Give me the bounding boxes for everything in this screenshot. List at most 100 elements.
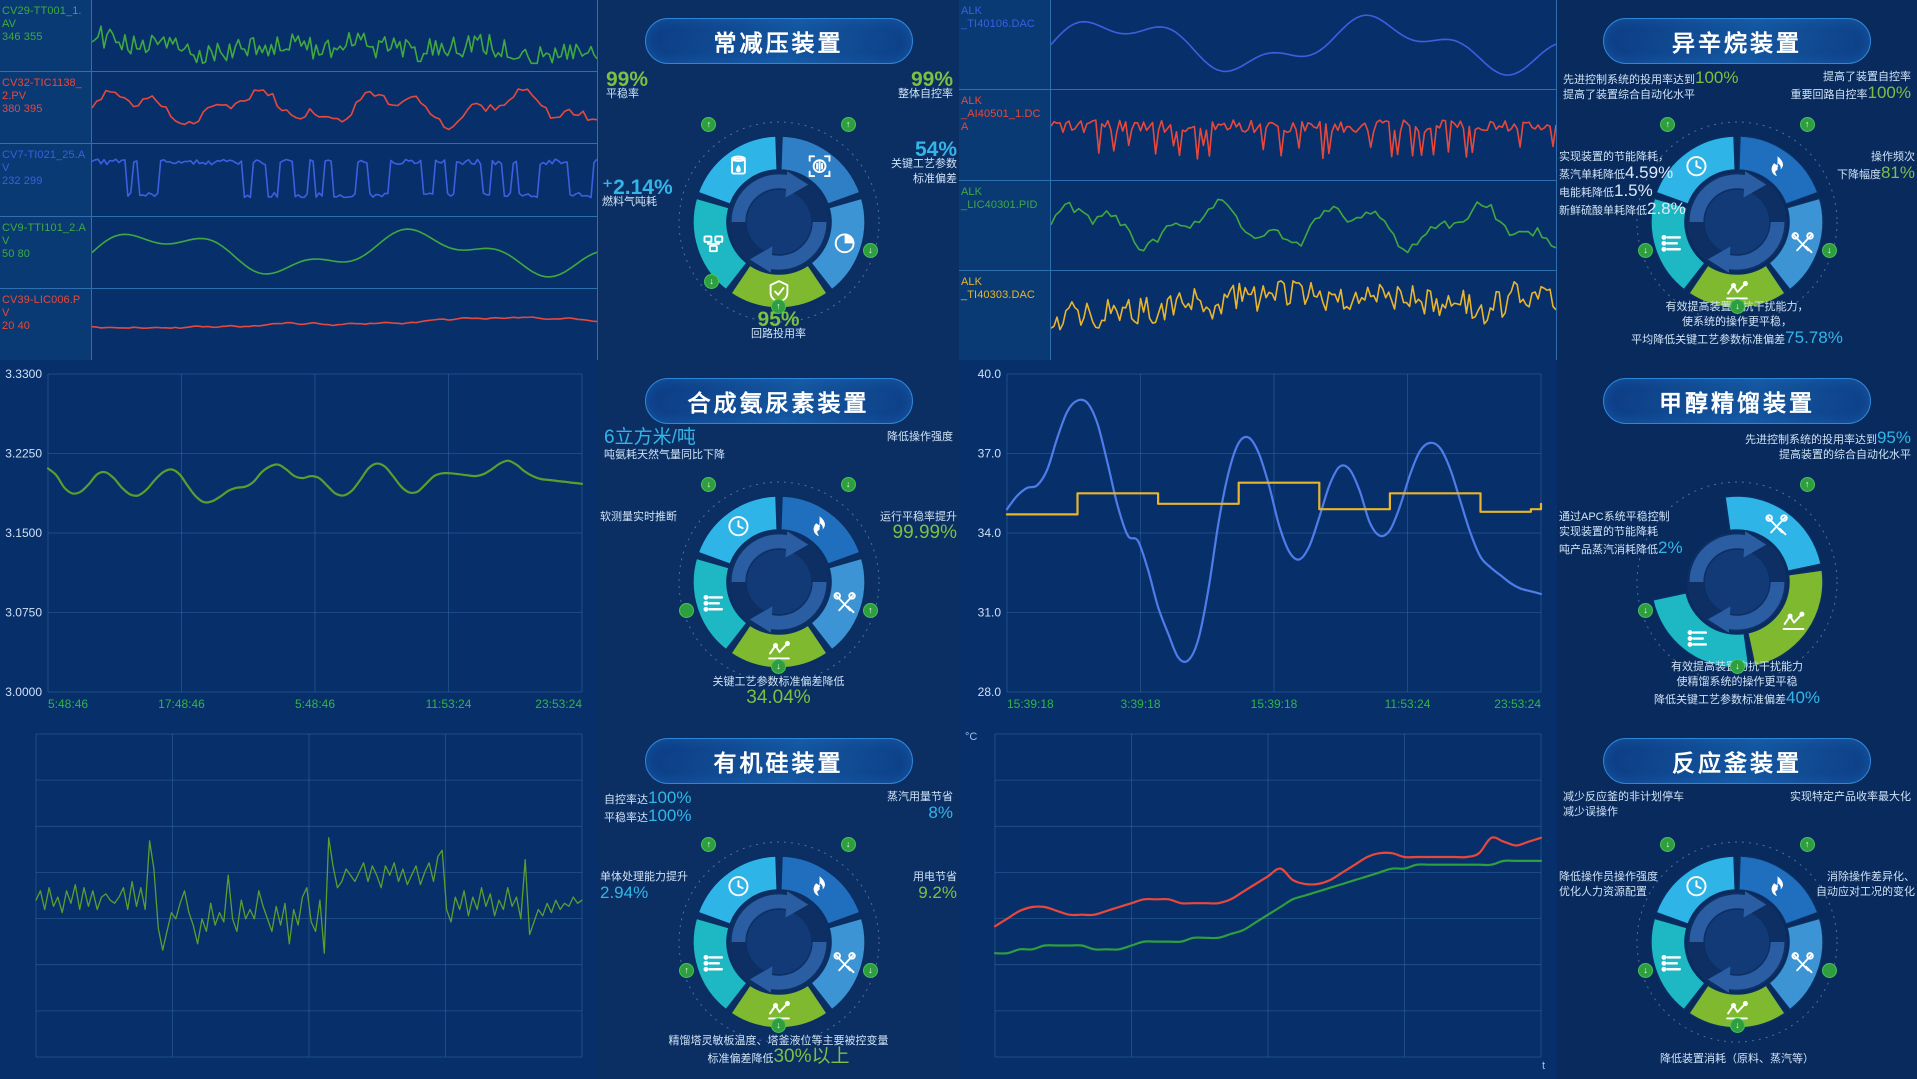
note-line: 实现装置的节能降耗: [1559, 526, 1658, 538]
chart-icon: [1726, 281, 1748, 300]
y-tick-label: 3.0750: [5, 606, 42, 620]
info-panel-jia-chun-jing-liu[interactable]: 甲醇精馏装置 先进控制系统的投用率达到95% 提高装置的综合自动化水平 ↑ 通过APC系…: [1557, 360, 1917, 720]
donut-chart[interactable]: [1619, 464, 1855, 700]
stat-block: 95% 回路投用率: [598, 309, 959, 342]
trend-row[interactable]: ALK _TI40303.DAC: [959, 270, 1556, 360]
note-block: 有效提高装置的抗干扰能力，使系统的操作更平稳，平均降低关键工艺参数标准偏差75.…: [1557, 300, 1917, 348]
note-line: 实现特定产品收率最大化: [1790, 791, 1911, 803]
chart-mid-mid[interactable]: 40.0 37.0 34.0 31.0 28.0 15:39:18 3:39:18 15:39…: [959, 360, 1557, 720]
panel-title[interactable]: 常减压装置: [644, 18, 913, 64]
donut-segment: [696, 854, 778, 925]
trend-sparkline[interactable]: [1051, 270, 1556, 360]
note-line: 使精馏系统的操作更平稳: [1676, 676, 1798, 688]
note-block: 自控率达100% 平稳率达100%: [604, 789, 691, 826]
trend-sparkline[interactable]: [92, 144, 597, 216]
trend-row[interactable]: ALK _TI40106.DAC: [959, 0, 1556, 91]
note-badge: ↓: [1660, 836, 1676, 852]
donut-chart[interactable]: [1619, 104, 1855, 340]
donut-chart[interactable]: [661, 824, 897, 1060]
refresh-arrow-head-2: [749, 606, 773, 633]
donut-segment: [809, 197, 866, 291]
note-block: 降低操作员操作强度 优化人力资源配置: [1559, 870, 1658, 900]
note-line: 吨氨耗天然气量同比下降: [604, 449, 725, 461]
note-block: 操作频次 下降幅度81%: [1837, 150, 1915, 183]
panel-title[interactable]: 异辛烷装置: [1603, 18, 1871, 64]
panel-title[interactable]: 甲醇精馏装置: [1603, 378, 1871, 424]
tank-icon: [730, 155, 746, 175]
chart-bot-left[interactable]: [0, 720, 598, 1079]
donut-chart[interactable]: [661, 104, 897, 340]
refresh-arrow-head-2: [1707, 246, 1731, 273]
trend-sparkline[interactable]: [92, 216, 597, 288]
trend-sparkline[interactable]: [1051, 180, 1556, 270]
donut-hub-inner: [746, 189, 811, 255]
note-badge: ↑: [1799, 477, 1815, 493]
stat-label: 回路投用率: [751, 328, 806, 340]
note-badge: ↓: [1730, 658, 1745, 674]
trend-row[interactable]: ALK _AI40501_1.DCA: [959, 90, 1556, 181]
trend-row[interactable]: CV32-TIC1138_2.PV 380 395: [0, 72, 597, 145]
stat-label: 平稳率: [606, 88, 639, 100]
trend-sparkline[interactable]: [1051, 90, 1556, 180]
donut-outer-dashed-ring: [1636, 481, 1838, 683]
note-line: 实现装置的节能降耗，: [1559, 151, 1669, 163]
trend-tag-name-2: _TI40106.DAC: [961, 18, 1035, 30]
note-block: 用电节省 9.2%: [913, 870, 957, 903]
alk-trend-list[interactable]: ALK _TI40106.DAC ALK _AI40501_1.DCA ALK _LIC4…: [959, 0, 1557, 360]
info-panel-he-cheng-an-niao-su[interactable]: 合成氨尿素装置 6立方米/吨 吨氨耗天然气量同比下降 ↓ 降低操作强度 ↓ 运行平稳率提升 9…: [598, 360, 959, 720]
panel-he-cheng-an: 合成氨尿素装置 6立方米/吨 吨氨耗天然气量同比下降 ↓ 降低操作强度 ↓ 运行平稳率提升 9…: [598, 360, 959, 720]
stat-badge: ↑: [701, 117, 717, 133]
trend-sparkline[interactable]: [92, 72, 597, 144]
note-highlight: 100%: [1695, 68, 1739, 87]
note-line: 提高了装置综合自动化水平: [1563, 89, 1695, 101]
donut-chart[interactable]: [661, 464, 897, 700]
panel-you-ji-gui: 有机硅装置 自控率达100% 平稳率达100% ↑ 蒸汽用量节省 8% ↓ 用电节省 9.2% ↓…: [598, 720, 959, 1079]
stat-badge: ↑: [840, 117, 856, 133]
note-line: 下降幅度81%: [1836, 163, 1915, 182]
note-highlight: 34.04%: [746, 687, 811, 708]
trend-sparkline[interactable]: [92, 0, 597, 72]
panel-title[interactable]: 有机硅装置: [644, 738, 913, 784]
panel-fan-ying-fu: 反应釜装置 减少反应釜的非计划停车 减少误操作 ↓ 实现特定产品收率最大化 ↑ 消除操作差异…: [1557, 720, 1917, 1079]
stat-label: 燃料气吨耗: [602, 196, 657, 208]
trend-sparkline[interactable]: [1051, 0, 1556, 90]
note-badge: ↓: [1638, 962, 1654, 978]
note-line: 先进控制系统的投用率达到100%: [1563, 68, 1739, 87]
note-line: 操作频次: [1871, 151, 1915, 163]
trend-row[interactable]: ALK _LIC40301.PID: [959, 180, 1556, 271]
panel-chang-jian-ya: 常减压装置 99% 平稳率 ↑ 99% 整体自控率 ↑ 54% 关键工艺参数 标准偏差 ↓ ⁺2.1…: [598, 0, 959, 360]
note-line: 吨产品蒸汽消耗降低2%: [1559, 538, 1683, 557]
trend-row[interactable]: CV39-LIC006.PV 20 40: [0, 288, 597, 360]
panel-title[interactable]: 反应釜装置: [1603, 738, 1871, 784]
trend-row[interactable]: CV7-TI021_25.AV 232 299: [0, 144, 597, 217]
trend-tag-name: CV9-TTI101_2.AV: [2, 221, 86, 247]
cv-trend-list[interactable]: CV29-TT001_1.AV 346 355 CV32-TIC1138_2.PV 3…: [0, 0, 598, 360]
chart-mid-left[interactable]: 3.3300 3.2250 3.1500 3.0750 3.0000 5:48:46 17:…: [0, 360, 598, 720]
note-line: 通过APC系统平稳控制: [1559, 511, 1670, 523]
donut-segment: [1687, 264, 1787, 309]
donut-chart[interactable]: [1619, 824, 1855, 1060]
stat-badge: ↓: [704, 274, 720, 290]
trend-tag-label: ALK _AI40501_1.DCA: [959, 90, 1051, 180]
trend-row[interactable]: CV29-TT001_1.AV 346 355: [0, 0, 597, 73]
trend-row[interactable]: CV9-TTI101_2.AV 50 80: [0, 216, 597, 289]
info-panel-yi-xin-wan[interactable]: 异辛烷装置 先进控制系统的投用率达到100% 提高了装置综合自动化水平 ↑ 提高了装置自…: [1557, 0, 1917, 360]
trend-tag-label: CV9-TTI101_2.AV 50 80: [0, 216, 92, 288]
info-panel-chang-jian-ya[interactable]: 常减压装置 99% 平稳率 ↑ 99% 整体自控率 ↑ 54% 关键工艺参数 标准偏差 ↓ ⁺2.1…: [598, 0, 959, 360]
donut-segment: [779, 495, 861, 566]
info-panel-you-ji-gui[interactable]: 有机硅装置 自控率达100% 平稳率达100% ↑ 蒸汽用量节省 8% ↓ 用电节省 9.2% ↓…: [598, 720, 959, 1079]
note-line: 自动应对工况的变化: [1816, 886, 1915, 898]
note-line: 运行平稳率提升: [880, 511, 957, 523]
trend-tag-label: CV29-TT001_1.AV 346 355: [0, 0, 92, 72]
trend-sparkline[interactable]: [92, 288, 597, 360]
panel-yi-xin-wan: 异辛烷装置 先进控制系统的投用率达到100% 提高了装置综合自动化水平 ↑ 提高了装置自…: [1557, 0, 1917, 360]
y-tick-label: 37.0: [978, 447, 1002, 461]
trend-tag-name-2: _AI40501_1.DCA: [961, 108, 1041, 134]
refresh-arrow-head-2: [1707, 606, 1731, 633]
donut-segment: [729, 264, 828, 309]
note-line: 降低操作强度: [887, 431, 953, 443]
panel-title[interactable]: 合成氨尿素装置: [644, 378, 913, 424]
chart-bot-mid[interactable]: °C t: [959, 720, 1557, 1079]
refresh-arrow-head-1: [1743, 531, 1767, 558]
info-panel-fan-ying-fu[interactable]: 反应釜装置 减少反应釜的非计划停车 减少误操作 ↓ 实现特定产品收率最大化 ↑ 消除操作差异…: [1557, 720, 1917, 1079]
